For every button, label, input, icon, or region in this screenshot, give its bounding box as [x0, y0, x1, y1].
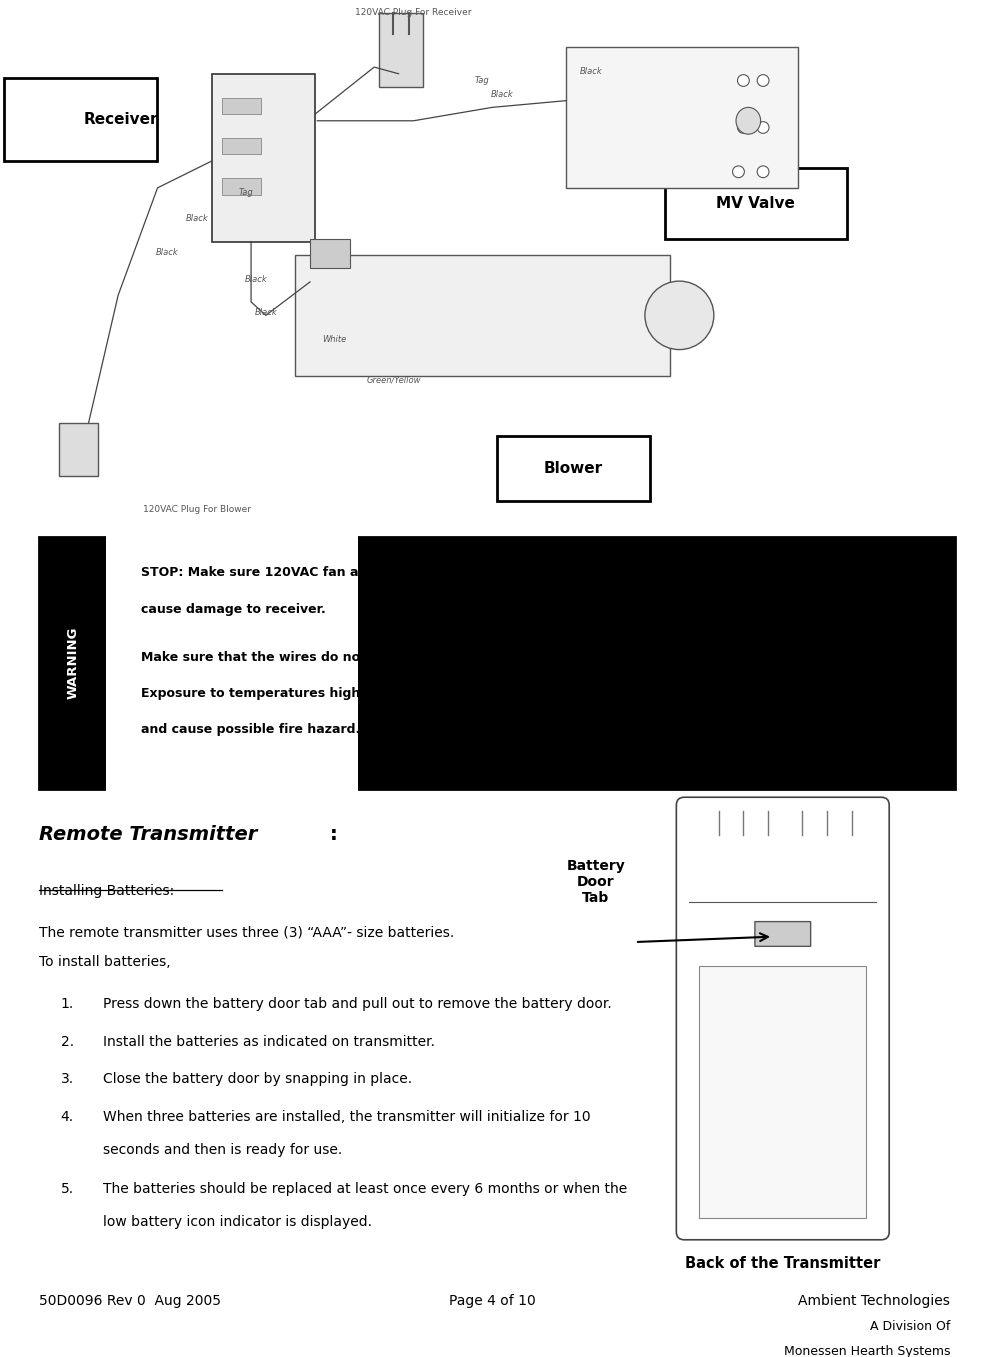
Bar [296, 255, 670, 376]
Bar [222, 98, 261, 114]
FancyBboxPatch shape [676, 797, 889, 1240]
Ellipse shape [736, 107, 761, 134]
Text: Monessen Hearth Systems: Monessen Hearth Systems [783, 1345, 950, 1357]
Bar [5, 77, 157, 161]
Circle shape [645, 281, 714, 350]
Text: 3.: 3. [60, 1072, 74, 1086]
Text: Black: Black [254, 308, 277, 318]
Bar [311, 239, 349, 269]
Text: Black: Black [580, 66, 602, 76]
Text: 50D0096 Rev 0  Aug 2005: 50D0096 Rev 0 Aug 2005 [40, 1293, 222, 1308]
Text: A Division Of: A Division Of [869, 1320, 950, 1334]
Bar [222, 138, 261, 155]
Text: Receiver: Receiver [83, 111, 158, 128]
Circle shape [738, 122, 750, 133]
Bar [497, 436, 650, 501]
Circle shape [758, 122, 769, 133]
Text: Exposure to temperatures higher than 105C (250ºF) may cause the receiver to malf: Exposure to temperatures higher than 105… [140, 687, 783, 700]
Text: 120VAC Plug For Receiver: 120VAC Plug For Receiver [355, 8, 472, 18]
Circle shape [738, 75, 750, 87]
Text: When three batteries are installed, the transmitter will initialize for 10: When three batteries are installed, the … [104, 1110, 591, 1124]
Text: Ambient Technologies: Ambient Technologies [798, 1293, 950, 1308]
Text: Installing Batteries:: Installing Batteries: [40, 885, 175, 898]
Text: Back of the Transmitter: Back of the Transmitter [685, 1257, 880, 1272]
Text: The remote transmitter uses three (3) “AAA”- size batteries.: The remote transmitter uses three (3) “A… [40, 925, 455, 940]
Circle shape [758, 75, 769, 87]
Text: seconds and then is ready for use.: seconds and then is ready for use. [104, 1143, 342, 1156]
Bar [699, 966, 866, 1219]
Text: To install batteries,: To install batteries, [40, 955, 171, 969]
Text: Tag: Tag [475, 76, 490, 85]
Text: Black: Black [186, 214, 209, 224]
Text: Close the battery door by snapping in place.: Close the battery door by snapping in pl… [104, 1072, 412, 1086]
Text: Make sure that the wires do not contact the appliances any place other than at t: Make sure that the wires do not contact … [140, 651, 802, 664]
Text: 120VAC Plug For Blower: 120VAC Plug For Blower [142, 505, 251, 513]
Bar [379, 14, 423, 87]
Text: 2.: 2. [60, 1034, 74, 1049]
Text: 4.: 4. [60, 1110, 74, 1124]
Text: Black: Black [156, 248, 179, 256]
Text: Green/Yellow: Green/Yellow [367, 376, 421, 384]
Text: The batteries should be replaced at least once every 6 months or when the: The batteries should be replaced at leas… [104, 1182, 628, 1197]
Bar [212, 73, 315, 242]
Circle shape [758, 166, 769, 178]
Text: low battery icon indicator is displayed.: low battery icon indicator is displayed. [104, 1216, 373, 1229]
FancyBboxPatch shape [755, 921, 811, 946]
Text: and cause possible fire hazard.: and cause possible fire hazard. [140, 723, 360, 737]
Bar [566, 47, 797, 187]
Text: cause damage to receiver.: cause damage to receiver. [140, 603, 325, 616]
Text: Battery
Door
Tab: Battery Door Tab [567, 859, 625, 905]
Text: Tag: Tag [238, 187, 253, 197]
Text: Remote Transmitter: Remote Transmitter [40, 825, 258, 844]
Text: Blower: Blower [544, 461, 603, 476]
Text: WARNING: WARNING [66, 627, 79, 699]
Bar [107, 493, 358, 833]
Text: Black: Black [491, 90, 513, 99]
Text: MV Valve: MV Valve [716, 195, 795, 210]
Text: Press down the battery door tab and pull out to remove the battery door.: Press down the battery door tab and pull… [104, 997, 612, 1011]
Bar [59, 422, 99, 476]
Bar [222, 179, 261, 194]
Text: Install the batteries as indicated on transmitter.: Install the batteries as indicated on tr… [104, 1034, 435, 1049]
Text: Page 4 of 10: Page 4 of 10 [449, 1293, 536, 1308]
Bar [40, 537, 955, 788]
Text: Black: Black [244, 275, 267, 284]
Text: STOP: Make sure 120VAC fan and MV valve are correct. If not wired correctly, thi: STOP: Make sure 120VAC fan and MV valve … [140, 566, 760, 579]
Bar [665, 168, 847, 239]
Circle shape [733, 166, 745, 178]
Text: 1.: 1. [60, 997, 74, 1011]
Text: 5.: 5. [60, 1182, 74, 1197]
Text: White: White [322, 335, 347, 345]
Text: :: : [330, 825, 337, 844]
